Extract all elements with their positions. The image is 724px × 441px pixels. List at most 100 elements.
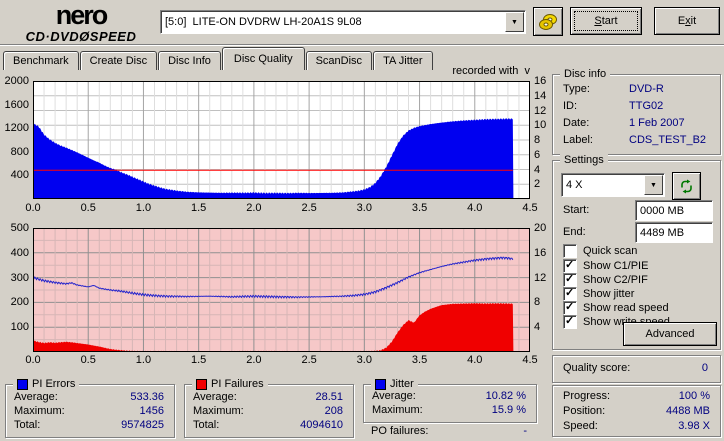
stat-label: Total: (14, 419, 41, 431)
y-axis-right-tick: 16 (534, 246, 547, 259)
header-divider-highlight (0, 45, 724, 46)
position-label: Position: (563, 405, 606, 417)
pi-errors-chart (33, 81, 530, 199)
show-c1-pie-checkbox[interactable]: ✓ (563, 258, 577, 273)
x-axis-tick: 4.5 (522, 202, 538, 214)
po-failures-value: - (523, 425, 527, 437)
speed-select[interactable]: 4 X ▼ (561, 173, 665, 197)
check-icon: ✓ (565, 300, 575, 313)
show-read-speed-label: Show read speed (583, 301, 669, 314)
pi-failures-jitter-chart (33, 228, 530, 352)
stat-label: Maximum: (14, 405, 65, 417)
disc-label-label: Label: (563, 134, 593, 146)
x-axis-tick: 1.5 (191, 202, 207, 214)
start-button[interactable]: Start (570, 7, 642, 35)
pi-failures-legend-icon (196, 378, 207, 390)
y-axis-right-tick: 20 (534, 222, 547, 234)
refresh-icon (681, 179, 692, 193)
disc-type-label: Type: (563, 83, 590, 95)
y-axis-left-tick: 2000 (4, 75, 29, 87)
show-read-speed-checkbox[interactable]: ✓ (563, 300, 577, 315)
end-field[interactable]: 4489 MB (635, 222, 713, 243)
x-axis-tick: 1.0 (135, 354, 152, 366)
y-axis-left-tick: 800 (10, 145, 29, 158)
tab-ta-jitter[interactable]: TA Jitter (373, 51, 433, 70)
y-axis-left-tick: 1600 (4, 98, 29, 111)
x-axis-tick: 2.5 (301, 202, 317, 214)
show-c2-pif-row: ✓ Show C2/PIF (563, 272, 648, 287)
disc-type-value: DVD-R (629, 83, 664, 95)
eject-discs-button[interactable] (533, 7, 563, 36)
progress-label: Progress: (563, 390, 611, 402)
show-jitter-checkbox[interactable]: ✓ (563, 286, 577, 301)
advanced-button[interactable]: Advanced (623, 322, 717, 346)
po-failures-label: PO failures: (371, 425, 429, 437)
x-axis-tick: 2.0 (246, 354, 262, 366)
y-axis-right-tick: 2 (534, 178, 541, 191)
show-c2-pif-checkbox[interactable]: ✓ (563, 272, 577, 287)
refresh-button[interactable] (672, 172, 701, 200)
y-axis-left-tick: 1200 (4, 122, 29, 135)
x-axis-tick: 3.0 (356, 354, 372, 366)
x-axis-tick: 4.5 (522, 354, 538, 366)
disc-glyph-icon: Ø (79, 29, 90, 44)
x-axis-tick: 4.0 (467, 202, 483, 214)
tab-disc-info[interactable]: Disc Info (158, 51, 221, 70)
chevron-down-icon[interactable]: ▼ (505, 12, 524, 32)
y-axis-left-tick: 500 (10, 222, 29, 234)
start-field[interactable]: 0000 MB (635, 200, 713, 221)
tab-scandisc[interactable]: ScanDisc (305, 51, 373, 70)
show-jitter-label: Show jitter (583, 287, 635, 300)
logo-nero-text: nero (55, 0, 109, 30)
check-icon: ✓ (565, 258, 575, 271)
y-axis-right-tick: 10 (534, 119, 547, 132)
check-icon: ✓ (565, 314, 575, 327)
show-c1-pie-label: Show C1/PIE (583, 259, 649, 272)
show-c2-pif-label: Show C2/PIF (583, 273, 648, 286)
x-axis-tick: 4.0 (467, 354, 483, 366)
x-axis-tick: 1.0 (135, 202, 152, 214)
logo-subtitle: CD·DVDØSPEED (25, 29, 137, 44)
quality-score-value: 0 (701, 362, 708, 374)
pi-errors-stats-box: PI Errors Average: 533.36 Maximum: 1456 … (5, 378, 175, 438)
jitter-stats-title: Jitter (371, 378, 418, 390)
y-axis-left-tick: 200 (10, 296, 29, 309)
stat-value: 4094610 (300, 419, 343, 431)
stat-value: 1456 (139, 405, 164, 417)
stat-value: 15.9 % (491, 404, 526, 416)
advanced-button-label: Advanced (645, 328, 695, 340)
x-axis-tick: 0.5 (80, 202, 96, 214)
quick-scan-row: ✓ Quick scan (563, 243, 637, 258)
check-icon: ✓ (565, 286, 575, 299)
stat-value: 10.82 % (485, 390, 526, 402)
x-axis-tick: 3.5 (411, 202, 428, 214)
progress-value: 100 % (678, 390, 710, 402)
drive-select[interactable]: [5:0] LITE-ON DVDRW LH-20A1S 9L08 ▼ (160, 10, 526, 34)
stat-value: 9574825 (121, 419, 164, 431)
end-field-value: 4489 MB (640, 226, 685, 239)
pi-failures-series (33, 303, 514, 352)
x-axis-tick: 0.0 (25, 354, 41, 366)
nero-cd-dvd-speed-logo: nero CD·DVDØSPEED (6, 0, 156, 44)
start-field-label: Start: (563, 204, 590, 216)
settings-title: Settings (560, 154, 608, 166)
tab-benchmark[interactable]: Benchmark (3, 51, 79, 70)
pi-errors-stats-title: PI Errors (13, 378, 80, 390)
show-write-speed-row: ✓ Show write speed (563, 314, 670, 329)
exit-button[interactable]: Exit (654, 7, 720, 35)
x-axis-tick: 2.0 (246, 202, 262, 214)
tab-disc-quality[interactable]: Disc Quality (221, 47, 305, 70)
quick-scan-checkbox[interactable]: ✓ (563, 243, 577, 258)
tab-create-disc[interactable]: Create Disc (79, 51, 158, 70)
recorded-with-note: recorded with v (452, 65, 530, 77)
start-field-value: 0000 MB (640, 204, 685, 217)
show-write-speed-checkbox[interactable]: ✓ (563, 314, 577, 329)
stat-label: Total: (193, 419, 220, 431)
chevron-down-icon[interactable]: ▼ (644, 175, 663, 195)
y-axis-left-tick: 400 (10, 246, 29, 259)
speed-select-value: 4 X (566, 179, 583, 191)
pi-failures-stats-box: PI Failures Average: 28.51 Maximum: 208 … (184, 378, 354, 438)
show-c1-pie-row: ✓ Show C1/PIE (563, 258, 649, 273)
disc-id-value: TTG02 (629, 100, 664, 112)
y-axis-left-tick: 100 (10, 321, 29, 334)
